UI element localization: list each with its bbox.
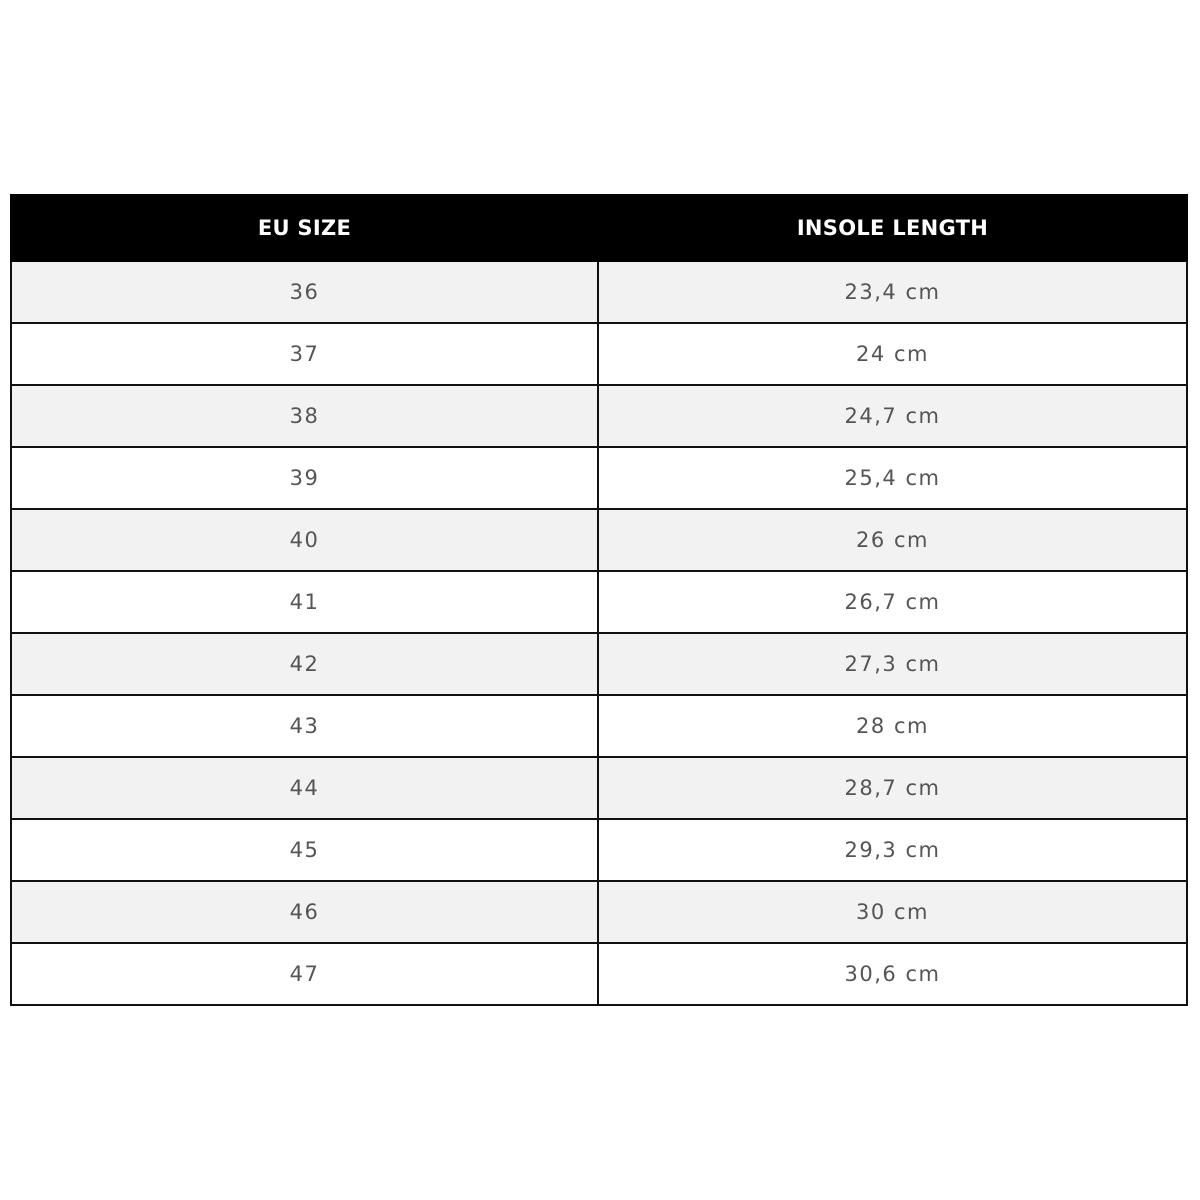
insole-length-cell: 26 cm: [597, 508, 1188, 572]
eu-size-cell: 41: [10, 570, 599, 634]
insole-length-cell: 24,7 cm: [597, 384, 1188, 448]
eu-size-cell: 39: [10, 446, 599, 510]
insole-length-cell: 25,4 cm: [597, 446, 1188, 510]
header-eu-size: EU SIZE: [10, 194, 599, 262]
eu-size-cell: 42: [10, 632, 599, 696]
eu-size-cell: 47: [10, 942, 599, 1006]
eu-size-cell: 40: [10, 508, 599, 572]
eu-size-cell: 45: [10, 818, 599, 882]
table-row: 41 26,7 cm: [10, 570, 1188, 634]
insole-length-cell: 30 cm: [597, 880, 1188, 944]
insole-length-cell: 29,3 cm: [597, 818, 1188, 882]
table-row: 36 23,4 cm: [10, 260, 1188, 324]
insole-length-cell: 26,7 cm: [597, 570, 1188, 634]
table-row: 38 24,7 cm: [10, 384, 1188, 448]
eu-size-cell: 46: [10, 880, 599, 944]
eu-size-cell: 37: [10, 322, 599, 386]
insole-length-cell: 23,4 cm: [597, 260, 1188, 324]
eu-size-cell: 36: [10, 260, 599, 324]
table-row: 44 28,7 cm: [10, 756, 1188, 820]
table-row: 39 25,4 cm: [10, 446, 1188, 510]
table-row: 42 27,3 cm: [10, 632, 1188, 696]
insole-length-cell: 24 cm: [597, 322, 1188, 386]
header-insole-length: INSOLE LENGTH: [597, 194, 1188, 262]
table-row: 47 30,6 cm: [10, 942, 1188, 1006]
table-row: 46 30 cm: [10, 880, 1188, 944]
table-row: 43 28 cm: [10, 694, 1188, 758]
size-chart-table: EU SIZE INSOLE LENGTH 36 23,4 cm 37 24 cm 38…: [10, 194, 1188, 1006]
table-row: 45 29,3 cm: [10, 818, 1188, 882]
table-row: 40 26 cm: [10, 508, 1188, 572]
header-row: EU SIZE INSOLE LENGTH: [10, 194, 1188, 262]
insole-length-cell: 28 cm: [597, 694, 1188, 758]
table-row: 37 24 cm: [10, 322, 1188, 386]
insole-length-cell: 28,7 cm: [597, 756, 1188, 820]
eu-size-cell: 44: [10, 756, 599, 820]
eu-size-cell: 43: [10, 694, 599, 758]
eu-size-cell: 38: [10, 384, 599, 448]
insole-length-cell: 27,3 cm: [597, 632, 1188, 696]
insole-length-cell: 30,6 cm: [597, 942, 1188, 1006]
